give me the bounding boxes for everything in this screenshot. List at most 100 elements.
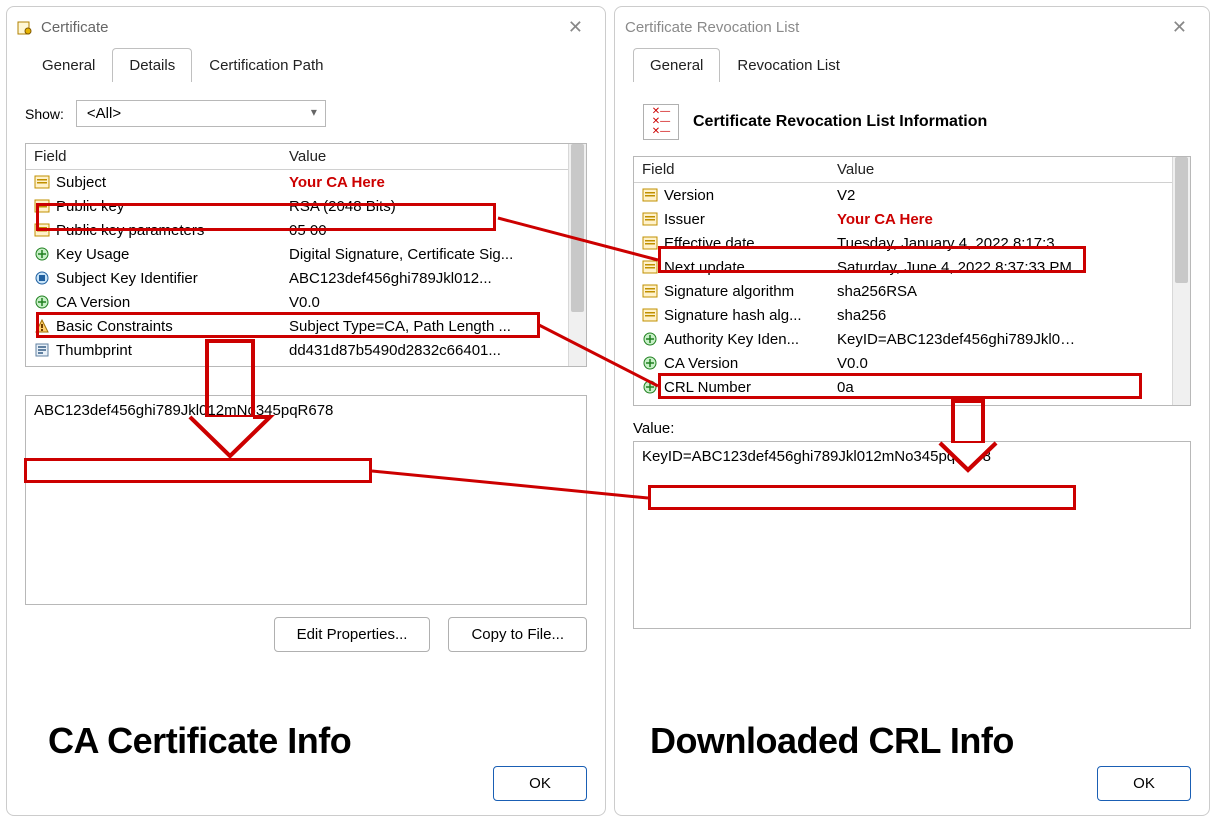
field-cell: Key Usage <box>26 246 281 263</box>
field-cell: Signature hash alg... <box>634 307 829 324</box>
tab-revocation-list[interactable]: Revocation List <box>720 48 857 82</box>
thumb-icon <box>34 342 50 358</box>
col-field[interactable]: Field <box>634 157 829 182</box>
table-row[interactable]: VersionV2 <box>634 183 1190 207</box>
table-row[interactable]: Signature algorithm sha256RSA <box>634 279 1190 303</box>
field-listview[interactable]: Field Value Subject Your CA Here Public ke… <box>25 143 587 367</box>
table-row[interactable]: Signature hash alg...sha256 <box>634 303 1190 327</box>
col-value[interactable]: Value <box>281 144 541 169</box>
field-cell: Issuer <box>634 211 829 228</box>
table-row[interactable]: Issuer Your CA Here <box>634 207 1190 231</box>
show-select[interactable]: <All> <box>76 100 326 127</box>
table-row[interactable]: CRL Number 0a <box>634 375 1190 399</box>
detail-textbox[interactable]: ABC123def456ghi789Jkl012mNo345pqR678 <box>25 395 587 605</box>
value-cell: Tuesday, January 4, 2022 8:17:3... <box>829 235 1089 252</box>
ok-button[interactable]: OK <box>1097 766 1191 801</box>
window-title: Certificate Revocation List <box>625 19 799 36</box>
field-text: Authority Key Iden... <box>664 331 799 348</box>
scrollbar[interactable] <box>1172 157 1190 405</box>
value-cell: 0a <box>829 379 1089 396</box>
table-row[interactable]: Public key RSA (2048 Bits) <box>26 194 586 218</box>
titlebar: Certificate ✕ <box>7 7 605 48</box>
scrollbar[interactable] <box>568 144 586 366</box>
col-value[interactable]: Value <box>829 157 1089 182</box>
prop-icon <box>642 187 658 203</box>
table-row[interactable]: Thumbprint dd431d87b5490d2832c66401... <box>26 338 586 362</box>
field-text: Issuer <box>664 211 705 228</box>
field-text: CA Version <box>56 294 130 311</box>
table-row[interactable]: CA Version V0.0 <box>26 290 586 314</box>
prop-icon <box>642 211 658 227</box>
field-text: CRL Number <box>664 379 751 396</box>
prop-icon <box>642 283 658 299</box>
value-cell: dd431d87b5490d2832c66401... <box>281 342 541 359</box>
field-cell: Basic Constraints <box>26 318 281 335</box>
field-text: Signature algorithm <box>664 283 794 300</box>
table-row[interactable]: Key UsageDigital Signature, Certificate … <box>26 242 586 266</box>
certificate-icon <box>17 20 33 36</box>
detail-label: Value: <box>633 420 1191 437</box>
value-cell: 05 00 <box>281 222 541 239</box>
table-row[interactable]: Subject Key IdentifierABC123def456ghi789… <box>26 266 586 290</box>
edit-properties-button[interactable]: Edit Properties... <box>274 617 431 652</box>
value-cell: Your CA Here <box>829 211 1089 228</box>
ext-icon <box>642 355 658 371</box>
prop-icon <box>34 174 50 190</box>
tabstrip: GeneralDetailsCertification Path <box>7 48 605 82</box>
warn-icon <box>34 318 50 334</box>
tab-certification-path[interactable]: Certification Path <box>192 48 340 82</box>
ext-icon <box>34 246 50 262</box>
col-field[interactable]: Field <box>26 144 281 169</box>
value-cell: RSA (2048 Bits) <box>281 198 541 215</box>
ext-icon <box>34 294 50 310</box>
crl-window: Certificate Revocation List ✕ GeneralRev… <box>614 6 1210 816</box>
field-cell: Version <box>634 187 829 204</box>
close-icon[interactable]: ✕ <box>556 13 595 42</box>
field-cell: CA Version <box>26 294 281 311</box>
field-cell: Authority Key Iden... <box>634 331 829 348</box>
detail-value: ABC123def456ghi789Jkl012mNo345pqR678 <box>34 402 333 419</box>
detail-value: KeyID=ABC123def456ghi789Jkl012mNo345pqR6… <box>642 448 991 465</box>
field-text: Thumbprint <box>56 342 132 359</box>
caption-left: CA Certificate Info <box>48 720 351 762</box>
value-cell: Your CA Here <box>281 174 541 191</box>
field-text: Subject Key Identifier <box>56 270 198 287</box>
tab-general[interactable]: General <box>25 48 112 82</box>
copy-to-file-button[interactable]: Copy to File... <box>448 617 587 652</box>
table-row[interactable]: Public key parameters05 00 <box>26 218 586 242</box>
field-text: Public key <box>56 198 124 215</box>
close-icon[interactable]: ✕ <box>1160 13 1199 42</box>
table-row[interactable]: Next update Saturday, June 4, 2022 8:37:3… <box>634 255 1190 279</box>
value-cell: Saturday, June 4, 2022 8:37:33 PM <box>829 259 1089 276</box>
table-row[interactable]: Authority Key Iden... KeyID=ABC123def456g… <box>634 327 1190 351</box>
field-listview[interactable]: Field Value VersionV2IssuerYour CA HereE… <box>633 156 1191 406</box>
field-text: CA Version <box>664 355 738 372</box>
tab-general[interactable]: General <box>633 48 720 82</box>
table-row[interactable]: CA VersionV0.0 <box>634 351 1190 375</box>
field-text: Subject <box>56 174 106 191</box>
value-cell: sha256RSA <box>829 283 1089 300</box>
value-cell: KeyID=ABC123def456ghi789Jkl012... <box>829 331 1089 348</box>
value-cell: V0.0 <box>281 294 541 311</box>
detail-textbox[interactable]: KeyID=ABC123def456ghi789Jkl012mNo345pqR6… <box>633 441 1191 629</box>
field-text: Basic Constraints <box>56 318 173 335</box>
field-cell: Thumbprint <box>26 342 281 359</box>
table-row[interactable]: Effective dateTuesday, January 4, 2022 8… <box>634 231 1190 255</box>
show-value: <All> <box>87 105 121 122</box>
prop-icon <box>642 307 658 323</box>
tabstrip: GeneralRevocation List <box>615 48 1209 82</box>
ext-icon <box>642 331 658 347</box>
field-cell: Subject <box>26 174 281 191</box>
field-cell: CRL Number <box>634 379 829 396</box>
tab-details[interactable]: Details <box>112 48 192 82</box>
value-cell: Subject Type=CA, Path Length ... <box>281 318 541 335</box>
table-row[interactable]: Basic Constraints Subject Type=CA, Path L… <box>26 314 586 338</box>
table-row[interactable]: Subject Your CA Here <box>26 170 586 194</box>
field-cell: Effective date <box>634 235 829 252</box>
field-text: Next update <box>664 259 745 276</box>
ok-button[interactable]: OK <box>493 766 587 801</box>
field-cell: Public key <box>26 198 281 215</box>
ext2-icon <box>34 270 50 286</box>
certificate-window: Certificate ✕ GeneralDetailsCertificatio… <box>6 6 606 816</box>
prop-icon <box>642 235 658 251</box>
